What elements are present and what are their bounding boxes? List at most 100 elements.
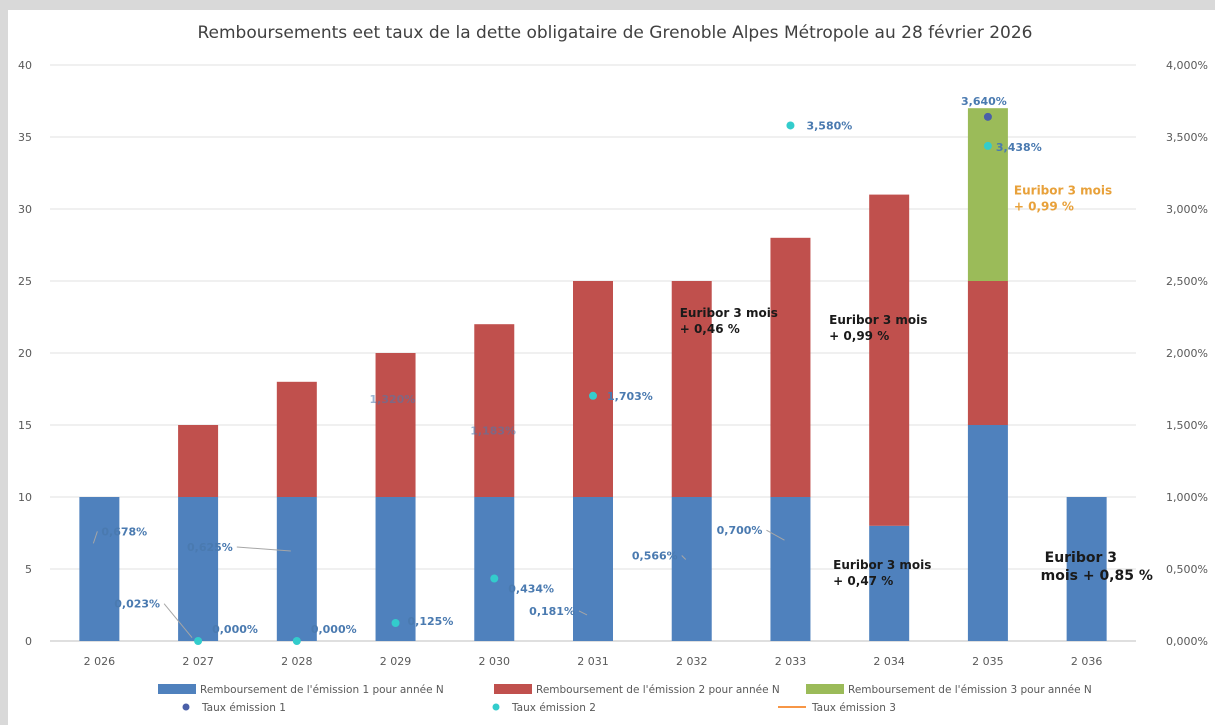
bar-segment-series-1 xyxy=(178,497,219,641)
bar-segment-series-1 xyxy=(474,497,515,641)
y-tick-label: 40 xyxy=(18,59,32,72)
y2-tick-label: 2,000% xyxy=(1166,347,1208,360)
chart-title: Remboursements eet taux de la dette obli… xyxy=(197,23,1032,43)
bar-segment-series-1 xyxy=(375,497,416,641)
legend: Remboursement de l'émission 1 pour année… xyxy=(158,684,1092,714)
rate-points xyxy=(194,112,992,645)
legend-marker xyxy=(182,703,190,711)
rate-label: 0,181% xyxy=(529,605,575,618)
rate-label: 0,000% xyxy=(311,623,357,636)
rate-label: 1,183% xyxy=(470,425,516,438)
x-tick-label: 2 036 xyxy=(1071,655,1103,668)
y2-tick-label: 4,000% xyxy=(1166,59,1208,72)
x-tick-label: 2 033 xyxy=(775,655,807,668)
y2-tick-label: 0,000% xyxy=(1166,635,1208,648)
x-tick-label: 2 030 xyxy=(479,655,511,668)
bar-segment-series-2 xyxy=(967,281,1008,425)
legend-label: Remboursement de l'émission 2 pour année… xyxy=(536,684,780,696)
legend-swatch xyxy=(494,684,532,694)
leader-line xyxy=(766,529,785,541)
x-tick-label: 2 034 xyxy=(873,655,905,668)
bar-segment-series-1 xyxy=(967,425,1008,641)
rate-label: 0,125% xyxy=(408,615,454,628)
leader-line xyxy=(681,555,687,560)
legend-marker xyxy=(492,703,500,711)
rate-label: 0,625% xyxy=(187,541,233,554)
y-tick-label: 35 xyxy=(18,131,32,144)
rate-label: 1,703% xyxy=(607,390,653,403)
rate-point-series-2 xyxy=(194,637,203,645)
y-tick-label: 5 xyxy=(25,563,32,576)
data-labels: 0,678% 0,023% 0,625% 1,320% 1,183% 0,181% 0,56… xyxy=(101,95,1041,636)
bar-segment-series-1 xyxy=(1066,497,1107,641)
x-tick-label: 2 028 xyxy=(281,655,313,668)
legend-swatch xyxy=(806,684,844,694)
legend-label: Taux émission 2 xyxy=(511,702,596,714)
legend-label: Remboursement de l'émission 3 pour année… xyxy=(848,684,1092,696)
bar-segment-series-2 xyxy=(770,237,811,498)
bars xyxy=(79,108,1107,641)
leader-line xyxy=(92,531,98,544)
bar-segment-series-1 xyxy=(276,497,317,641)
y-tick-label: 15 xyxy=(18,419,32,432)
y2-axis-ticks: 0,000% 0,500% 1,000% 1,500% 2,000% 2,500% 3,00… xyxy=(1166,59,1208,648)
rate-label: 0,023% xyxy=(114,598,160,611)
rate-point-series-2 xyxy=(983,141,992,150)
rate-point-series-2 xyxy=(589,391,597,400)
leader-line xyxy=(578,610,588,616)
annotation: Euribor 3 mois + 0,85 % xyxy=(1041,550,1153,584)
rate-point-series-2 xyxy=(786,121,795,130)
legend-label: Taux émission 3 xyxy=(811,702,896,714)
y2-tick-label: 2,500% xyxy=(1166,275,1208,288)
rate-label-leaders xyxy=(92,529,785,639)
bar-segment-series-1 xyxy=(671,497,712,641)
rate-label: 1,320% xyxy=(370,393,416,406)
x-tick-label: 2 035 xyxy=(972,655,1004,668)
y-tick-label: 0 xyxy=(25,635,32,648)
y2-tick-label: 3,500% xyxy=(1166,131,1208,144)
chart-frame: Remboursements eet taux de la dette obli… xyxy=(8,10,1215,725)
legend-label: Taux émission 1 xyxy=(201,702,286,714)
annotations: Euribor 3 mois + 0,46 % Euribor 3 mois + 0,… xyxy=(680,184,1153,588)
rate-label: 0,566% xyxy=(632,549,678,562)
x-tick-label: 2 026 xyxy=(84,655,116,668)
bar-segment-series-1 xyxy=(79,497,120,641)
bar-segment-series-2 xyxy=(375,353,416,497)
rate-label: 3,438% xyxy=(996,141,1042,154)
legend-label: Remboursement de l'émission 1 pour année… xyxy=(200,684,444,696)
y-tick-label: 30 xyxy=(18,203,32,216)
bar-segment-series-1 xyxy=(573,497,613,641)
x-tick-label: 2 032 xyxy=(676,655,708,668)
bar-segment-series-3 xyxy=(967,108,1008,281)
bar-segment-series-1 xyxy=(770,497,811,641)
bar-segment-series-2 xyxy=(178,425,219,497)
bar-segment-series-1 xyxy=(869,525,910,641)
x-tick-label: 2 027 xyxy=(182,655,214,668)
rate-label: 0,700% xyxy=(717,524,763,537)
bar-segment-series-2 xyxy=(671,281,712,497)
rate-point-series-2 xyxy=(391,619,400,627)
bar-segment-series-2 xyxy=(474,324,515,497)
y2-tick-label: 0,500% xyxy=(1166,563,1208,576)
y-axis-ticks: 0 5 10 15 20 25 30 35 40 xyxy=(18,59,32,648)
annotation: Euribor 3 mois + 0,47 % xyxy=(833,558,931,588)
rate-point-series-2 xyxy=(292,637,301,645)
chart-canvas: Remboursements eet taux de la dette obli… xyxy=(18,23,1208,714)
leader-line xyxy=(163,603,193,639)
rate-point-series-2 xyxy=(490,574,499,583)
bar-segment-series-2 xyxy=(276,381,317,497)
bar-segment-series-2 xyxy=(869,194,910,526)
x-tick-label: 2 031 xyxy=(577,655,609,668)
rate-label: 3,640% xyxy=(961,95,1007,108)
legend-swatch xyxy=(158,684,196,694)
y2-tick-label: 1,000% xyxy=(1166,491,1208,504)
y-tick-label: 25 xyxy=(18,275,32,288)
x-tick-label: 2 029 xyxy=(380,655,412,668)
rate-label: 0,678% xyxy=(101,525,147,538)
y-tick-label: 10 xyxy=(18,491,32,504)
rate-label: 3,580% xyxy=(806,119,852,132)
y2-tick-label: 3,000% xyxy=(1166,203,1208,216)
x-axis-ticks: 2 026 2 027 2 028 2 029 2 030 2 031 2 032 2 033… xyxy=(84,655,1103,668)
leader-line xyxy=(236,546,291,552)
y-tick-label: 20 xyxy=(18,347,32,360)
